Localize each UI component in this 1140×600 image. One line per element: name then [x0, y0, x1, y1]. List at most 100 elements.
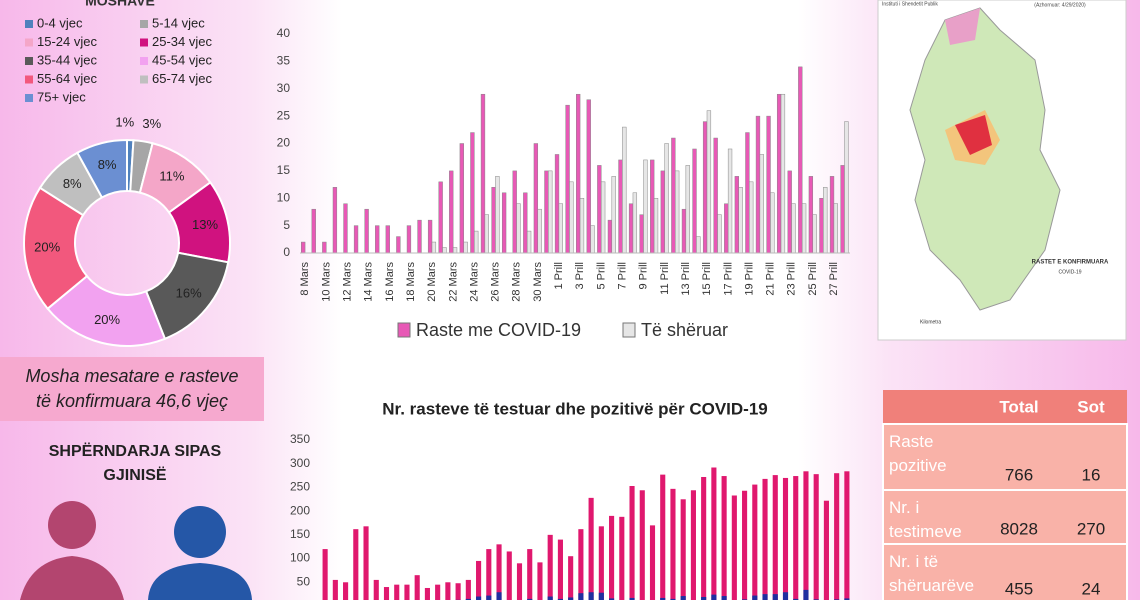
bar: [578, 529, 584, 600]
table-cell: 16: [1082, 465, 1101, 484]
bar: [353, 225, 359, 254]
bar: [406, 225, 412, 254]
bar: [628, 203, 634, 254]
legend-swatch: [622, 322, 636, 338]
x-tick-label: 21 Prill: [765, 262, 777, 296]
bar: [452, 247, 458, 254]
legend-swatch: [25, 38, 33, 47]
y-tick-label: 200: [290, 503, 310, 517]
bar: [787, 170, 792, 254]
slice-label: 13%: [192, 217, 218, 232]
legend-swatch: [140, 75, 148, 84]
bar: [632, 192, 638, 254]
bar: [752, 595, 758, 600]
y-tick-label: 350: [290, 432, 310, 446]
bar: [793, 598, 799, 600]
bar: [463, 241, 468, 254]
bar: [590, 225, 595, 254]
map-source: Instituti i Shendetit Publik: [882, 1, 938, 7]
bar: [491, 187, 496, 254]
x-tick-label: 17 Prill: [722, 262, 734, 296]
bar: [701, 596, 707, 600]
legend-label: 25-34 vjec: [152, 34, 212, 49]
bar: [759, 154, 764, 254]
gender-holder: SHPËRNDARJA SIPAS GJINISË: [49, 443, 221, 484]
table-cell: 270: [1077, 519, 1105, 538]
bar: [476, 560, 482, 600]
x-tick-label: 14 Mars: [363, 262, 375, 302]
bar: [702, 121, 708, 254]
table-header-bg: [883, 390, 1127, 424]
bar: [385, 225, 390, 254]
bar: [607, 219, 613, 254]
legend-label: 65-74 vjec: [152, 71, 212, 86]
bar: [690, 490, 696, 600]
bar: [829, 176, 835, 254]
bar: [752, 484, 758, 600]
legend-swatch: [25, 20, 33, 28]
legend-label: Të shëruar: [641, 320, 728, 340]
bar: [701, 476, 707, 600]
bar: [394, 584, 400, 600]
bar: [516, 203, 521, 254]
bar: [649, 525, 656, 600]
bar: [435, 584, 441, 600]
bar: [749, 181, 754, 254]
bar: [353, 529, 359, 600]
bar: [364, 208, 369, 254]
x-tick-label: 24 Mars: [468, 262, 480, 302]
bar: [527, 598, 533, 600]
y-tick-label: 10: [277, 190, 291, 204]
y-tick-label: 100: [290, 551, 310, 565]
y-tick-label: 20: [277, 136, 291, 150]
x-tick-label: 18 Mars: [405, 262, 417, 302]
bar: [427, 219, 433, 254]
map-panel: Instituti i Shendetit Publik (Azhornuar:…: [877, 0, 1127, 341]
bar: [598, 592, 604, 600]
table-cell-holder: Nr. i testimeve: [889, 498, 962, 541]
bar: [724, 203, 729, 254]
x-tick-label: 27 Prill: [828, 262, 840, 296]
y-tick-label: 250: [290, 480, 310, 494]
bar: [675, 170, 680, 254]
bar: [819, 198, 824, 254]
bar: [486, 549, 492, 600]
bar: [484, 214, 489, 254]
bar: [576, 93, 581, 254]
bar: [568, 556, 574, 600]
bar: [671, 137, 676, 254]
x-tick-label: 20 Mars: [426, 262, 438, 302]
bar: [598, 526, 604, 600]
bar: [713, 137, 718, 254]
bar: [823, 187, 828, 254]
bar: [548, 170, 553, 254]
bar: [442, 247, 447, 254]
bar: [742, 490, 748, 600]
slice-label: 1%: [115, 114, 134, 129]
x-tick-label: 7 Prill: [617, 262, 629, 290]
legend-swatch: [140, 57, 148, 65]
bar: [619, 516, 625, 600]
slice-label: 3%: [142, 116, 161, 131]
bar: [755, 115, 761, 254]
donut-slice: [23, 186, 89, 311]
bar: [465, 579, 471, 600]
bar: [711, 594, 717, 600]
bar: [734, 176, 739, 254]
table-cell-holder: Nr. i të shëruarëve: [889, 552, 974, 595]
bar: [597, 165, 602, 254]
bar: [766, 115, 771, 254]
bar: [332, 579, 338, 600]
bar: [579, 198, 585, 254]
bar: [373, 579, 379, 600]
slice-label: 20%: [94, 312, 120, 327]
donut-slice: [76, 138, 128, 199]
bar: [516, 563, 523, 600]
bar: [692, 148, 697, 254]
bar: [844, 598, 850, 600]
bar: [711, 467, 717, 600]
bar: [798, 66, 803, 254]
bar: [706, 110, 712, 254]
bar: [343, 203, 348, 254]
